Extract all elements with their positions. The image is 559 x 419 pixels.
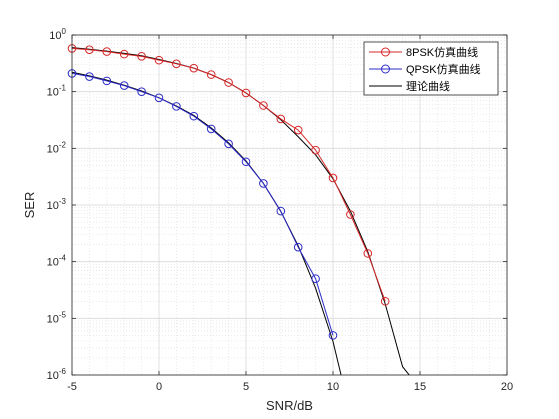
data-point-qpsk [102,76,112,86]
axis-ticks [71,34,508,376]
legend-label-theory: 理论曲线 [406,79,450,93]
data-point-8psk [311,145,320,155]
data-point-qpsk [85,72,94,81]
data-point-8psk [206,70,216,79]
legend-item-qpsk: QPSK仿真曲线 [369,62,481,76]
data-point-8psk [189,63,199,73]
data-point-8psk [293,125,303,135]
y-tick-labels: 100 10-1 10-2 10-3 10-4 10-5 10-6 [47,27,67,382]
data-point-8psk [276,114,286,124]
data-point-8psk [102,47,112,56]
data-point-8psk [224,78,233,87]
data-point-qpsk [137,87,146,96]
data-point-qpsk [259,179,268,188]
x-tick-label: -5 [67,381,77,393]
series-markers [67,44,390,340]
x-axis-label: SNR/dB [266,398,313,413]
data-point-qpsk [224,139,233,149]
data-point-8psk [119,49,129,59]
data-point-8psk [154,55,164,65]
x-tick-label: 15 [414,381,426,393]
series-line-qpsk [72,72,334,336]
data-point-8psk [346,210,355,219]
x-tick-labels: -5 0 5 10 15 20 [67,381,513,393]
legend-item-theory: 理论曲线 [369,79,450,93]
y-tick-label: 10-1 [47,84,67,99]
legend-swatch-marker [381,47,390,57]
y-tick-label: 10-4 [47,254,67,269]
legend: 8PSK仿真曲线 QPSK仿真曲线 理论曲线 [363,41,499,96]
legend-label-8psk: 8PSK仿真曲线 [406,45,478,59]
legend-swatch-marker [381,64,390,74]
y-tick-label: 10-6 [47,367,67,382]
data-point-qpsk [311,274,320,284]
data-point-qpsk [119,81,129,90]
x-tick-label: 20 [501,381,513,393]
data-point-qpsk [189,111,199,121]
data-point-qpsk [241,157,251,167]
y-tick-label: 10-3 [47,197,67,212]
data-point-qpsk [293,242,303,252]
data-point-qpsk [154,93,164,103]
y-axis-label: SER [22,192,37,219]
data-point-8psk [172,59,181,69]
series-line-8psk [72,47,386,302]
y-tick-label: 10-2 [47,140,67,155]
data-point-qpsk [172,102,181,111]
data-point-qpsk [206,124,216,134]
data-point-8psk [328,173,338,183]
y-tick-label: 10-5 [47,310,67,325]
data-point-8psk [259,101,268,110]
y-tick-label: 100 [49,27,66,42]
data-point-8psk [137,52,146,61]
data-point-qpsk [276,206,286,216]
series-lines [72,47,410,375]
x-tick-label: 5 [243,381,249,393]
data-point-8psk [85,45,94,55]
legend-item-8psk: 8PSK仿真曲线 [369,45,478,59]
legend-label-qpsk: QPSK仿真曲线 [406,62,481,76]
data-point-8psk [380,296,390,306]
data-point-8psk [241,88,251,98]
data-point-qpsk [328,331,338,340]
x-tick-label: 0 [156,381,162,393]
data-point-8psk [363,249,373,258]
x-tick-label: 10 [327,381,339,393]
